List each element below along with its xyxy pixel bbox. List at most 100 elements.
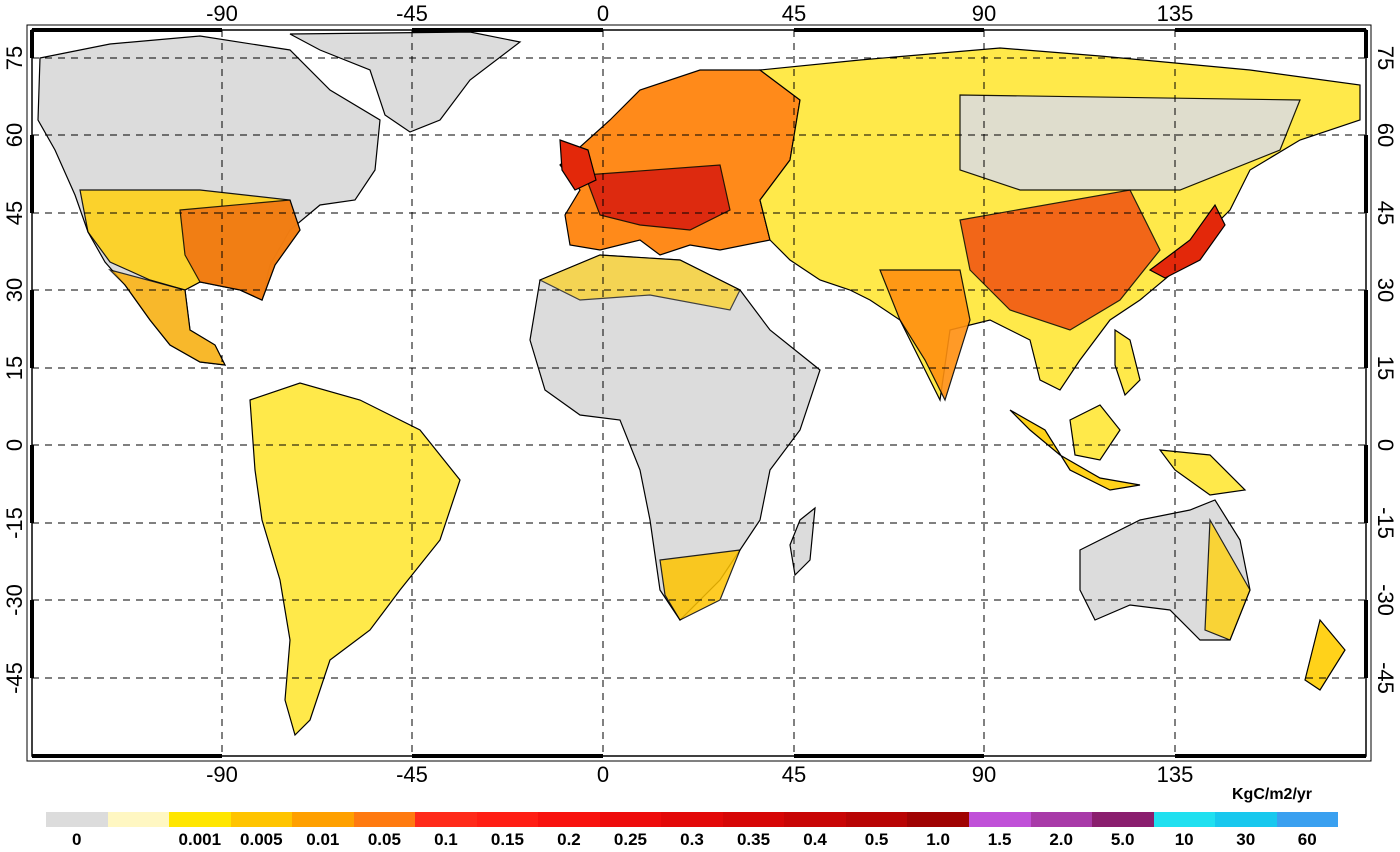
legend-label: 0.5 — [864, 830, 889, 849]
usa-east-emissions — [179, 199, 301, 301]
legend-label: 0.1 — [434, 830, 458, 849]
y-tick-left: 0 — [2, 439, 27, 451]
graticule — [32, 30, 1366, 756]
legend-swatch — [538, 812, 600, 827]
great-britain — [559, 139, 597, 191]
y-tick-left: 75 — [2, 46, 27, 70]
legend-label: 0.005 — [240, 830, 283, 849]
japan — [1148, 203, 1226, 279]
x-tick-bottom: -90 — [206, 762, 238, 787]
x-tick-top: 45 — [782, 1, 806, 26]
edge-ticks — [30, 28, 1368, 758]
y-tick-right: 60 — [1373, 123, 1398, 147]
central-europe-emissions — [584, 164, 731, 231]
x-tick-top: 135 — [1157, 1, 1194, 26]
y-tick-left: -45 — [2, 662, 27, 694]
y-tick-right: 30 — [1373, 278, 1398, 302]
legend-label: 0 — [72, 830, 82, 849]
legend-swatch — [169, 812, 231, 827]
x-tick-bottom: 0 — [597, 762, 609, 787]
mexico-emissions — [107, 268, 227, 366]
legend-swatch — [845, 812, 908, 827]
legend-unit: KgC/m2/yr — [1232, 786, 1313, 803]
legend-swatch — [476, 812, 539, 827]
legend-swatch — [1030, 812, 1093, 827]
x-ticks-bottom: -90 -45 0 45 90 135 — [206, 762, 1193, 787]
y-tick-right: 15 — [1373, 356, 1398, 380]
siberia-land — [959, 94, 1301, 191]
legend-swatch — [1092, 812, 1154, 827]
legend-swatch — [661, 812, 723, 827]
y-tick-left: 15 — [2, 356, 27, 380]
borneo — [1069, 404, 1121, 461]
y-ticks-left: 75 60 45 30 15 0 -15 -30 -45 — [2, 46, 27, 694]
x-tick-bottom: 135 — [1157, 762, 1194, 787]
legend-swatch — [722, 812, 785, 827]
land-masses — [37, 31, 1361, 737]
legend-swatch — [353, 812, 416, 827]
greenland — [289, 31, 522, 133]
indonesia — [1009, 409, 1141, 491]
y-tick-left: 30 — [2, 278, 27, 302]
legend-label: 0.001 — [178, 830, 222, 849]
y-tick-right: -30 — [1373, 584, 1398, 616]
y-tick-right: 0 — [1373, 439, 1398, 451]
legend-swatch — [292, 812, 354, 827]
x-tick-bottom: 90 — [972, 762, 996, 787]
legend-swatch — [599, 812, 662, 827]
philippines — [1114, 328, 1141, 397]
south-america — [249, 382, 461, 737]
legend-swatch — [1153, 812, 1216, 827]
australia-east-emissions — [1204, 517, 1251, 641]
legend-label: 1.0 — [926, 830, 950, 849]
legend-label: 5.0 — [1110, 830, 1135, 849]
legend-label: 1.5 — [987, 830, 1012, 849]
x-tick-top: 0 — [597, 1, 609, 26]
y-tick-left: -30 — [2, 584, 27, 616]
legend-label: 60 — [1297, 830, 1317, 849]
legend-swatch — [1276, 812, 1339, 827]
x-ticks-top: -90 -45 0 45 90 135 — [206, 1, 1193, 26]
madagascar — [789, 506, 816, 577]
south-africa-emissions — [659, 549, 741, 621]
legend-color-bar — [46, 812, 1339, 827]
y-tick-right: -15 — [1373, 507, 1398, 539]
legend-label: 0.25 — [613, 830, 648, 849]
legend-swatch — [230, 812, 293, 827]
legend-swatch — [784, 812, 846, 827]
legend-label: 0.2 — [557, 830, 581, 849]
legend-swatch — [107, 812, 170, 827]
legend-swatch — [1215, 812, 1277, 827]
x-tick-bottom: -45 — [396, 762, 428, 787]
legend-labels: 0 0.001 0.005 0.01 0.05 0.1 0.15 0.2 0.25 0.3 0.35… — [0, 830, 1400, 852]
new-guinea — [1158, 449, 1247, 496]
legend-swatch — [968, 812, 1031, 827]
legend-swatch — [907, 812, 969, 827]
legend-label: 0.4 — [803, 830, 827, 849]
y-tick-right: 45 — [1373, 201, 1398, 225]
y-tick-left: -15 — [2, 507, 27, 539]
legend-label: 0.05 — [367, 830, 401, 849]
north-africa-emissions — [538, 254, 741, 311]
y-tick-right: -45 — [1373, 662, 1398, 694]
y-tick-left: 45 — [2, 201, 27, 225]
x-tick-top: -90 — [206, 1, 238, 26]
y-ticks-right: 75 60 45 30 15 0 -15 -30 -45 — [1373, 46, 1398, 694]
x-tick-bottom: 45 — [782, 762, 806, 787]
x-tick-top: 90 — [972, 1, 996, 26]
legend-label: 10 — [1174, 830, 1194, 849]
y-tick-right: 75 — [1373, 46, 1398, 70]
legend-swatch — [415, 812, 477, 827]
x-tick-top: -45 — [396, 1, 428, 26]
china-emissions — [959, 189, 1161, 331]
legend-swatch — [46, 812, 108, 827]
legend-label: 0.3 — [680, 830, 704, 849]
legend-label: 0.01 — [306, 830, 340, 849]
new-zealand — [1304, 618, 1346, 691]
y-tick-left: 60 — [2, 123, 27, 147]
legend-label: 30 — [1236, 830, 1256, 849]
legend-label: 0.15 — [490, 830, 524, 849]
legend-label: 0.35 — [736, 830, 771, 849]
legend-label: 2.0 — [1049, 830, 1073, 849]
